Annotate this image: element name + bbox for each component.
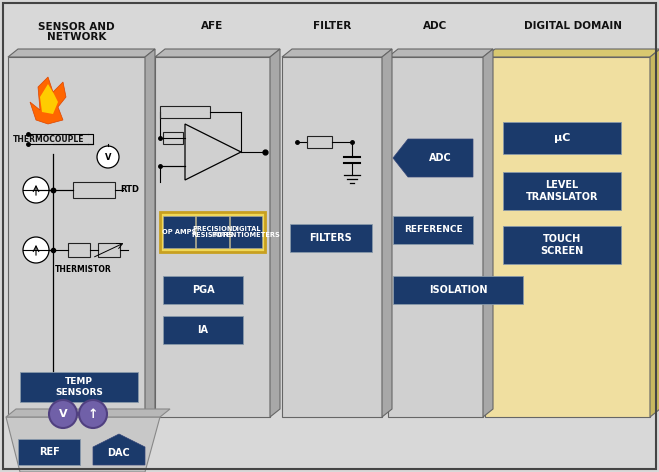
Text: OP AMPS: OP AMPS xyxy=(162,229,196,235)
Bar xyxy=(18,439,80,465)
Text: ADC: ADC xyxy=(429,153,452,163)
Bar xyxy=(503,172,621,210)
Polygon shape xyxy=(485,49,659,57)
Polygon shape xyxy=(483,49,493,417)
Circle shape xyxy=(97,146,119,168)
Text: REF: REF xyxy=(39,447,59,457)
Text: IA: IA xyxy=(198,325,208,335)
Bar xyxy=(230,216,262,248)
Text: ADC: ADC xyxy=(423,21,447,31)
Text: SENSOR AND
NETWORK: SENSOR AND NETWORK xyxy=(38,22,115,42)
Bar xyxy=(163,132,183,144)
Polygon shape xyxy=(40,84,58,114)
Text: THERMISTOR: THERMISTOR xyxy=(55,265,111,275)
Polygon shape xyxy=(282,57,382,417)
Bar xyxy=(307,136,332,148)
Text: TEMP
SENSORS: TEMP SENSORS xyxy=(55,377,103,396)
Text: FILTERS: FILTERS xyxy=(310,233,353,243)
Bar xyxy=(163,216,195,248)
Text: ISOLATION: ISOLATION xyxy=(429,285,487,295)
Polygon shape xyxy=(393,139,473,177)
Polygon shape xyxy=(388,49,493,57)
Polygon shape xyxy=(30,77,66,124)
Bar xyxy=(160,106,210,118)
Bar xyxy=(68,243,90,257)
Bar xyxy=(20,372,138,402)
Polygon shape xyxy=(8,57,145,417)
Polygon shape xyxy=(650,49,659,417)
Polygon shape xyxy=(282,49,392,57)
Text: ↑: ↑ xyxy=(88,407,98,421)
Text: TOUCH
SCREEN: TOUCH SCREEN xyxy=(540,234,584,256)
Text: DIGITAL
POTENTIOMETERS: DIGITAL POTENTIOMETERS xyxy=(212,226,280,238)
Text: FILTER: FILTER xyxy=(313,21,351,31)
Bar xyxy=(290,224,372,252)
Text: μC: μC xyxy=(554,133,570,143)
Text: DIGITAL DOMAIN: DIGITAL DOMAIN xyxy=(523,21,621,31)
Polygon shape xyxy=(485,57,650,417)
Circle shape xyxy=(23,237,49,263)
Text: V: V xyxy=(59,409,67,419)
Text: THERMOCOUPLE: THERMOCOUPLE xyxy=(13,135,84,143)
Bar xyxy=(160,212,265,252)
Circle shape xyxy=(23,177,49,203)
Text: RTD: RTD xyxy=(120,185,139,194)
Polygon shape xyxy=(388,57,483,417)
Text: LEVEL
TRANSLATOR: LEVEL TRANSLATOR xyxy=(526,180,598,202)
Polygon shape xyxy=(93,434,145,465)
Polygon shape xyxy=(155,49,280,57)
Bar xyxy=(503,226,621,264)
Polygon shape xyxy=(145,49,155,417)
Bar xyxy=(98,243,120,257)
Circle shape xyxy=(49,400,77,428)
Polygon shape xyxy=(155,57,270,417)
Text: REFERENCE: REFERENCE xyxy=(404,226,463,235)
Bar xyxy=(73,182,115,198)
Polygon shape xyxy=(382,49,392,417)
Text: PRECISION
RESISTORS: PRECISION RESISTORS xyxy=(192,226,233,238)
Bar xyxy=(196,216,229,248)
Text: PGA: PGA xyxy=(192,285,214,295)
Bar xyxy=(503,122,621,154)
Text: AFE: AFE xyxy=(202,21,223,31)
Text: DAC: DAC xyxy=(107,448,130,458)
Bar xyxy=(393,216,473,244)
Bar xyxy=(393,276,523,304)
Polygon shape xyxy=(6,417,160,472)
Text: V: V xyxy=(105,152,111,161)
Bar xyxy=(163,316,243,344)
Polygon shape xyxy=(8,49,155,57)
Circle shape xyxy=(79,400,107,428)
Bar xyxy=(163,276,243,304)
Polygon shape xyxy=(6,409,170,417)
Polygon shape xyxy=(270,49,280,417)
